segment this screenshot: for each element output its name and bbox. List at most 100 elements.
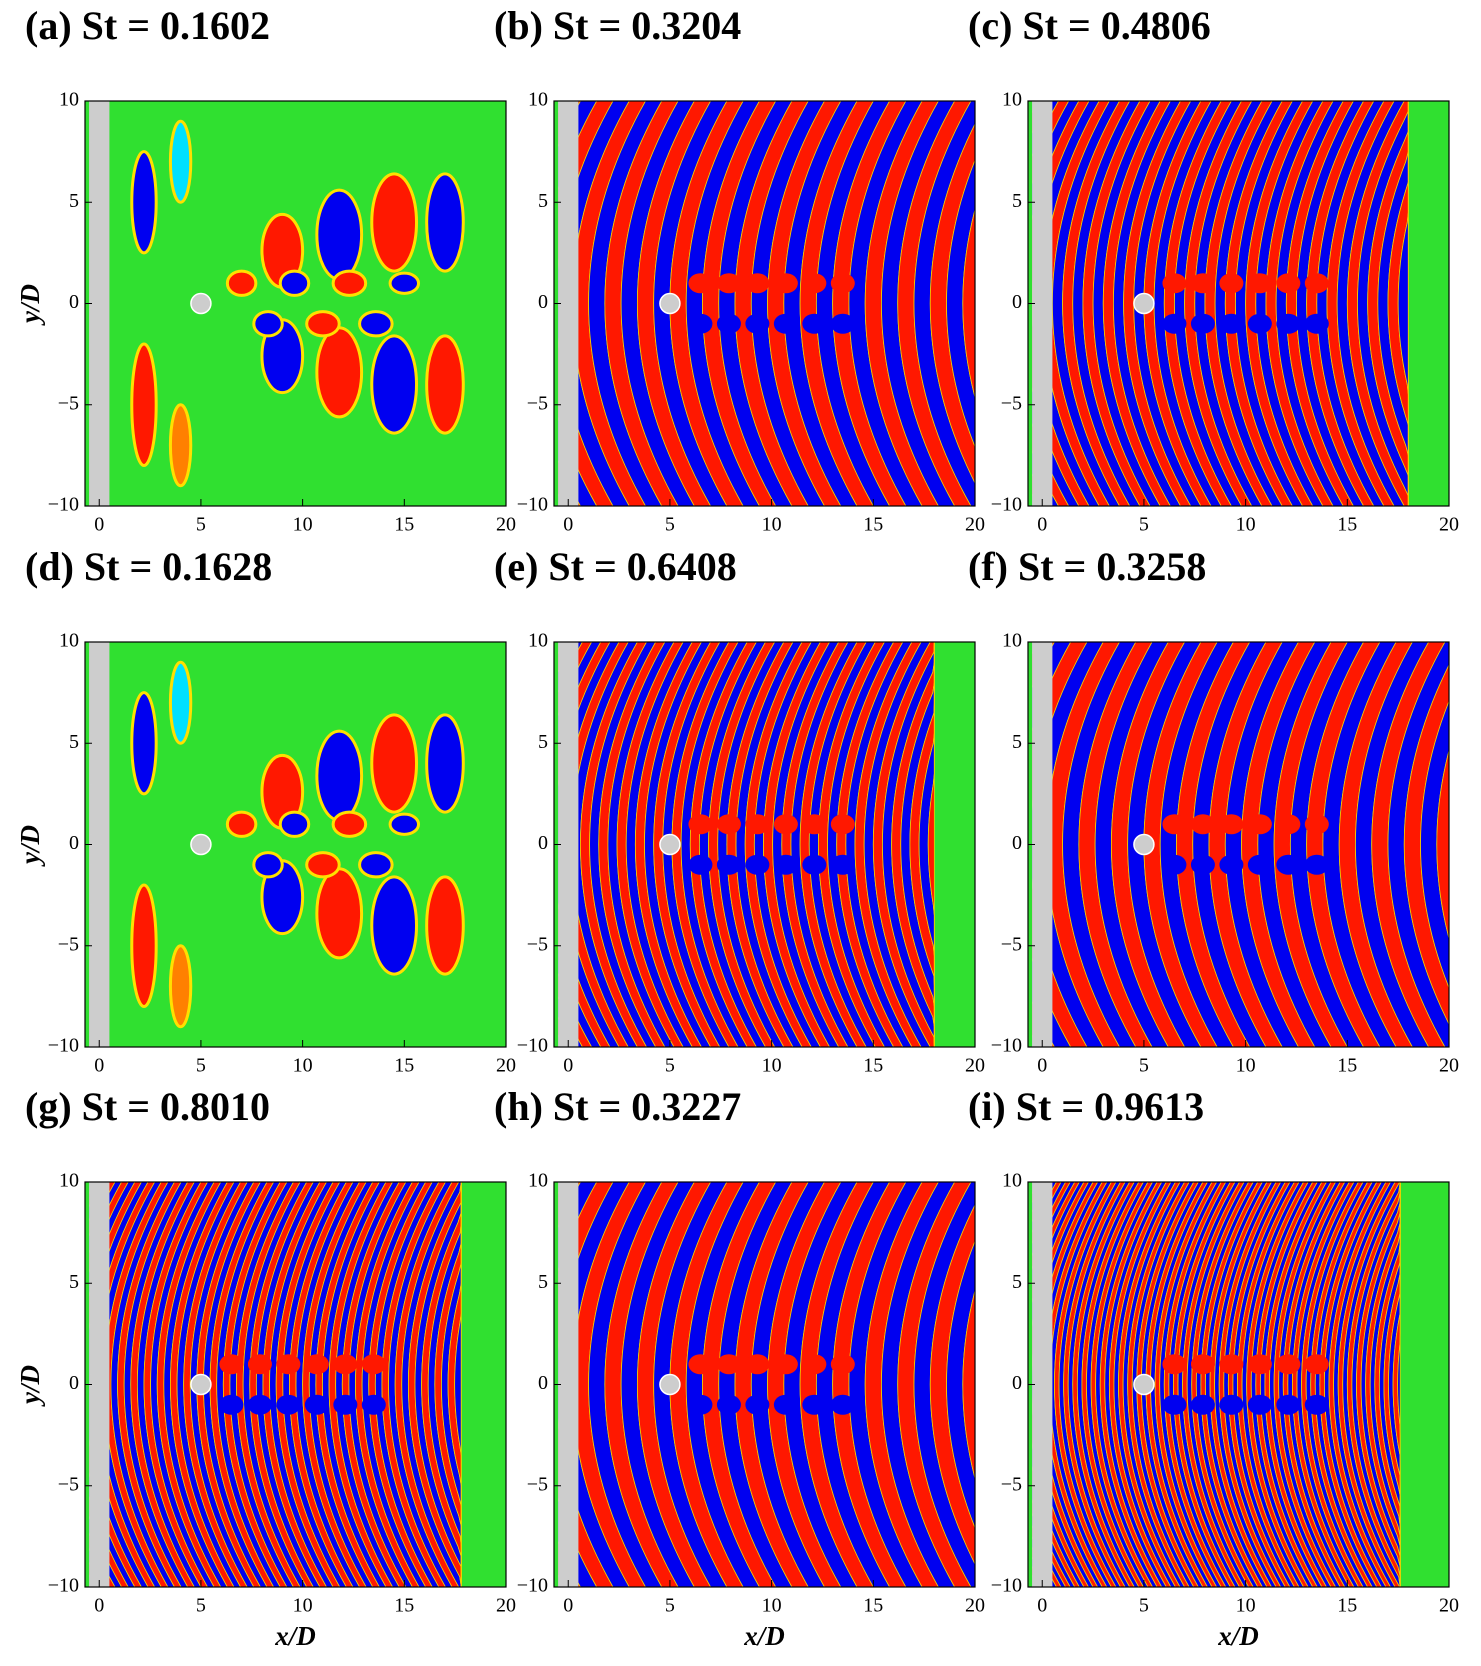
x-tick-label: 0 <box>94 1595 104 1617</box>
x-axis-label: x/D <box>743 1621 785 1651</box>
y-tick-label: 10 <box>59 89 79 111</box>
wave-band <box>927 642 935 1047</box>
wake-cell <box>716 1354 741 1375</box>
wave-band <box>979 101 985 506</box>
wake-cell <box>1304 273 1329 294</box>
wake-cell <box>361 1394 386 1415</box>
x-tick-label: 0 <box>94 1055 104 1077</box>
x-tick-label: 10 <box>1236 1595 1256 1617</box>
x-tick-label: 5 <box>665 1595 675 1617</box>
wall <box>558 642 579 1047</box>
wake-cell <box>1304 1354 1329 1375</box>
x-tick-label: 15 <box>1337 1595 1357 1617</box>
wake-cell <box>716 854 741 875</box>
wall <box>558 101 579 506</box>
contour-field <box>85 101 506 506</box>
wake-cell <box>1219 1354 1244 1375</box>
y-tick-label: 10 <box>1002 630 1022 652</box>
x-tick-label: 20 <box>965 1055 985 1077</box>
y-tick-label: 5 <box>69 190 79 212</box>
wall <box>1032 101 1053 506</box>
vortex-lobe <box>225 269 258 297</box>
vortex-lobe <box>315 729 364 822</box>
x-tick-label: 10 <box>1236 1055 1256 1077</box>
wake-cell <box>333 1354 358 1375</box>
wake-cell <box>1162 854 1187 875</box>
wake-cell <box>802 313 827 334</box>
wake-cell <box>745 1354 770 1375</box>
wake-cell <box>1162 1354 1187 1375</box>
wake-cell <box>830 1354 855 1375</box>
cylinder <box>190 1373 212 1396</box>
vortex-lobe <box>331 810 368 838</box>
cylinder <box>659 833 681 856</box>
wake-cell <box>247 1354 272 1375</box>
vortex-lobe <box>370 713 419 814</box>
panel-title: (d) St = 0.1628 <box>25 544 272 589</box>
y-tick-label: 0 <box>538 291 548 313</box>
panel: (f) St = 0.3258 0 5 10 15 20 −10 −5 0 5 10 <box>968 544 1459 1077</box>
wake-cell <box>1219 273 1244 294</box>
y-tick-label: −5 <box>1001 933 1022 955</box>
x-tick-label: 0 <box>1037 1595 1047 1617</box>
cylinder <box>1133 292 1155 315</box>
y-tick-label: 0 <box>69 1372 79 1394</box>
wake-cell <box>1162 1394 1187 1415</box>
wave-band <box>1453 642 1459 1047</box>
y-tick-label: 5 <box>538 731 548 753</box>
vortex-lobe <box>168 403 193 488</box>
y-tick-label: 10 <box>528 630 548 652</box>
vortex-lobe <box>225 810 258 838</box>
wake-cell <box>773 1394 798 1415</box>
y-tick-label: −5 <box>58 1473 79 1495</box>
wake-cell <box>1276 273 1301 294</box>
x-tick-label: 10 <box>293 514 313 536</box>
vortex-lobe <box>168 944 193 1029</box>
wake-cell <box>1247 814 1272 835</box>
x-tick-label: 20 <box>1439 1055 1459 1077</box>
x-tick-label: 10 <box>762 514 782 536</box>
panel-title: (h) St = 0.3227 <box>494 1084 741 1129</box>
vortex-lobe <box>331 269 368 297</box>
x-tick-label: 15 <box>863 1595 883 1617</box>
y-axis-label: y/D <box>15 284 45 326</box>
vortex-lobe <box>305 851 341 879</box>
wake-cell <box>716 1394 741 1415</box>
wake-cell <box>247 1394 272 1415</box>
x-tick-label: 0 <box>1037 1055 1047 1077</box>
panel-title: (c) St = 0.4806 <box>968 3 1211 48</box>
x-tick-label: 15 <box>863 1055 883 1077</box>
y-tick-label: 0 <box>1012 832 1022 854</box>
vortex-lobe <box>278 810 311 838</box>
wake-cell <box>745 854 770 875</box>
x-tick-label: 20 <box>496 1595 516 1617</box>
y-tick-label: 10 <box>528 1170 548 1192</box>
vortex-lobe <box>425 875 465 976</box>
wake-cell <box>1304 814 1329 835</box>
x-tick-label: 5 <box>665 1055 675 1077</box>
wake-cell <box>1276 854 1301 875</box>
y-tick-label: −5 <box>527 392 548 414</box>
wake-cell <box>1276 313 1301 334</box>
wake-cell <box>1247 273 1272 294</box>
wake-cell <box>773 313 798 334</box>
wake-cell <box>773 854 798 875</box>
wake-cell <box>830 313 855 334</box>
wake-cell <box>830 854 855 875</box>
x-tick-label: 15 <box>394 1055 414 1077</box>
vortex-lobe <box>425 713 465 814</box>
wake-cell <box>716 313 741 334</box>
contour-field <box>554 101 985 506</box>
y-tick-label: −10 <box>48 494 79 516</box>
contour-field <box>85 1182 506 1587</box>
wake-cell <box>802 1394 827 1415</box>
wake-cell <box>1304 854 1329 875</box>
y-tick-label: 5 <box>69 731 79 753</box>
wake-cell <box>802 273 827 294</box>
vortex-lobe <box>130 342 158 467</box>
wake-cell <box>1190 1394 1215 1415</box>
wake-cell <box>773 273 798 294</box>
panel: (a) St = 0.1602 0 5 10 15 20 −10 −5 0 5 10 y/D <box>15 3 516 536</box>
